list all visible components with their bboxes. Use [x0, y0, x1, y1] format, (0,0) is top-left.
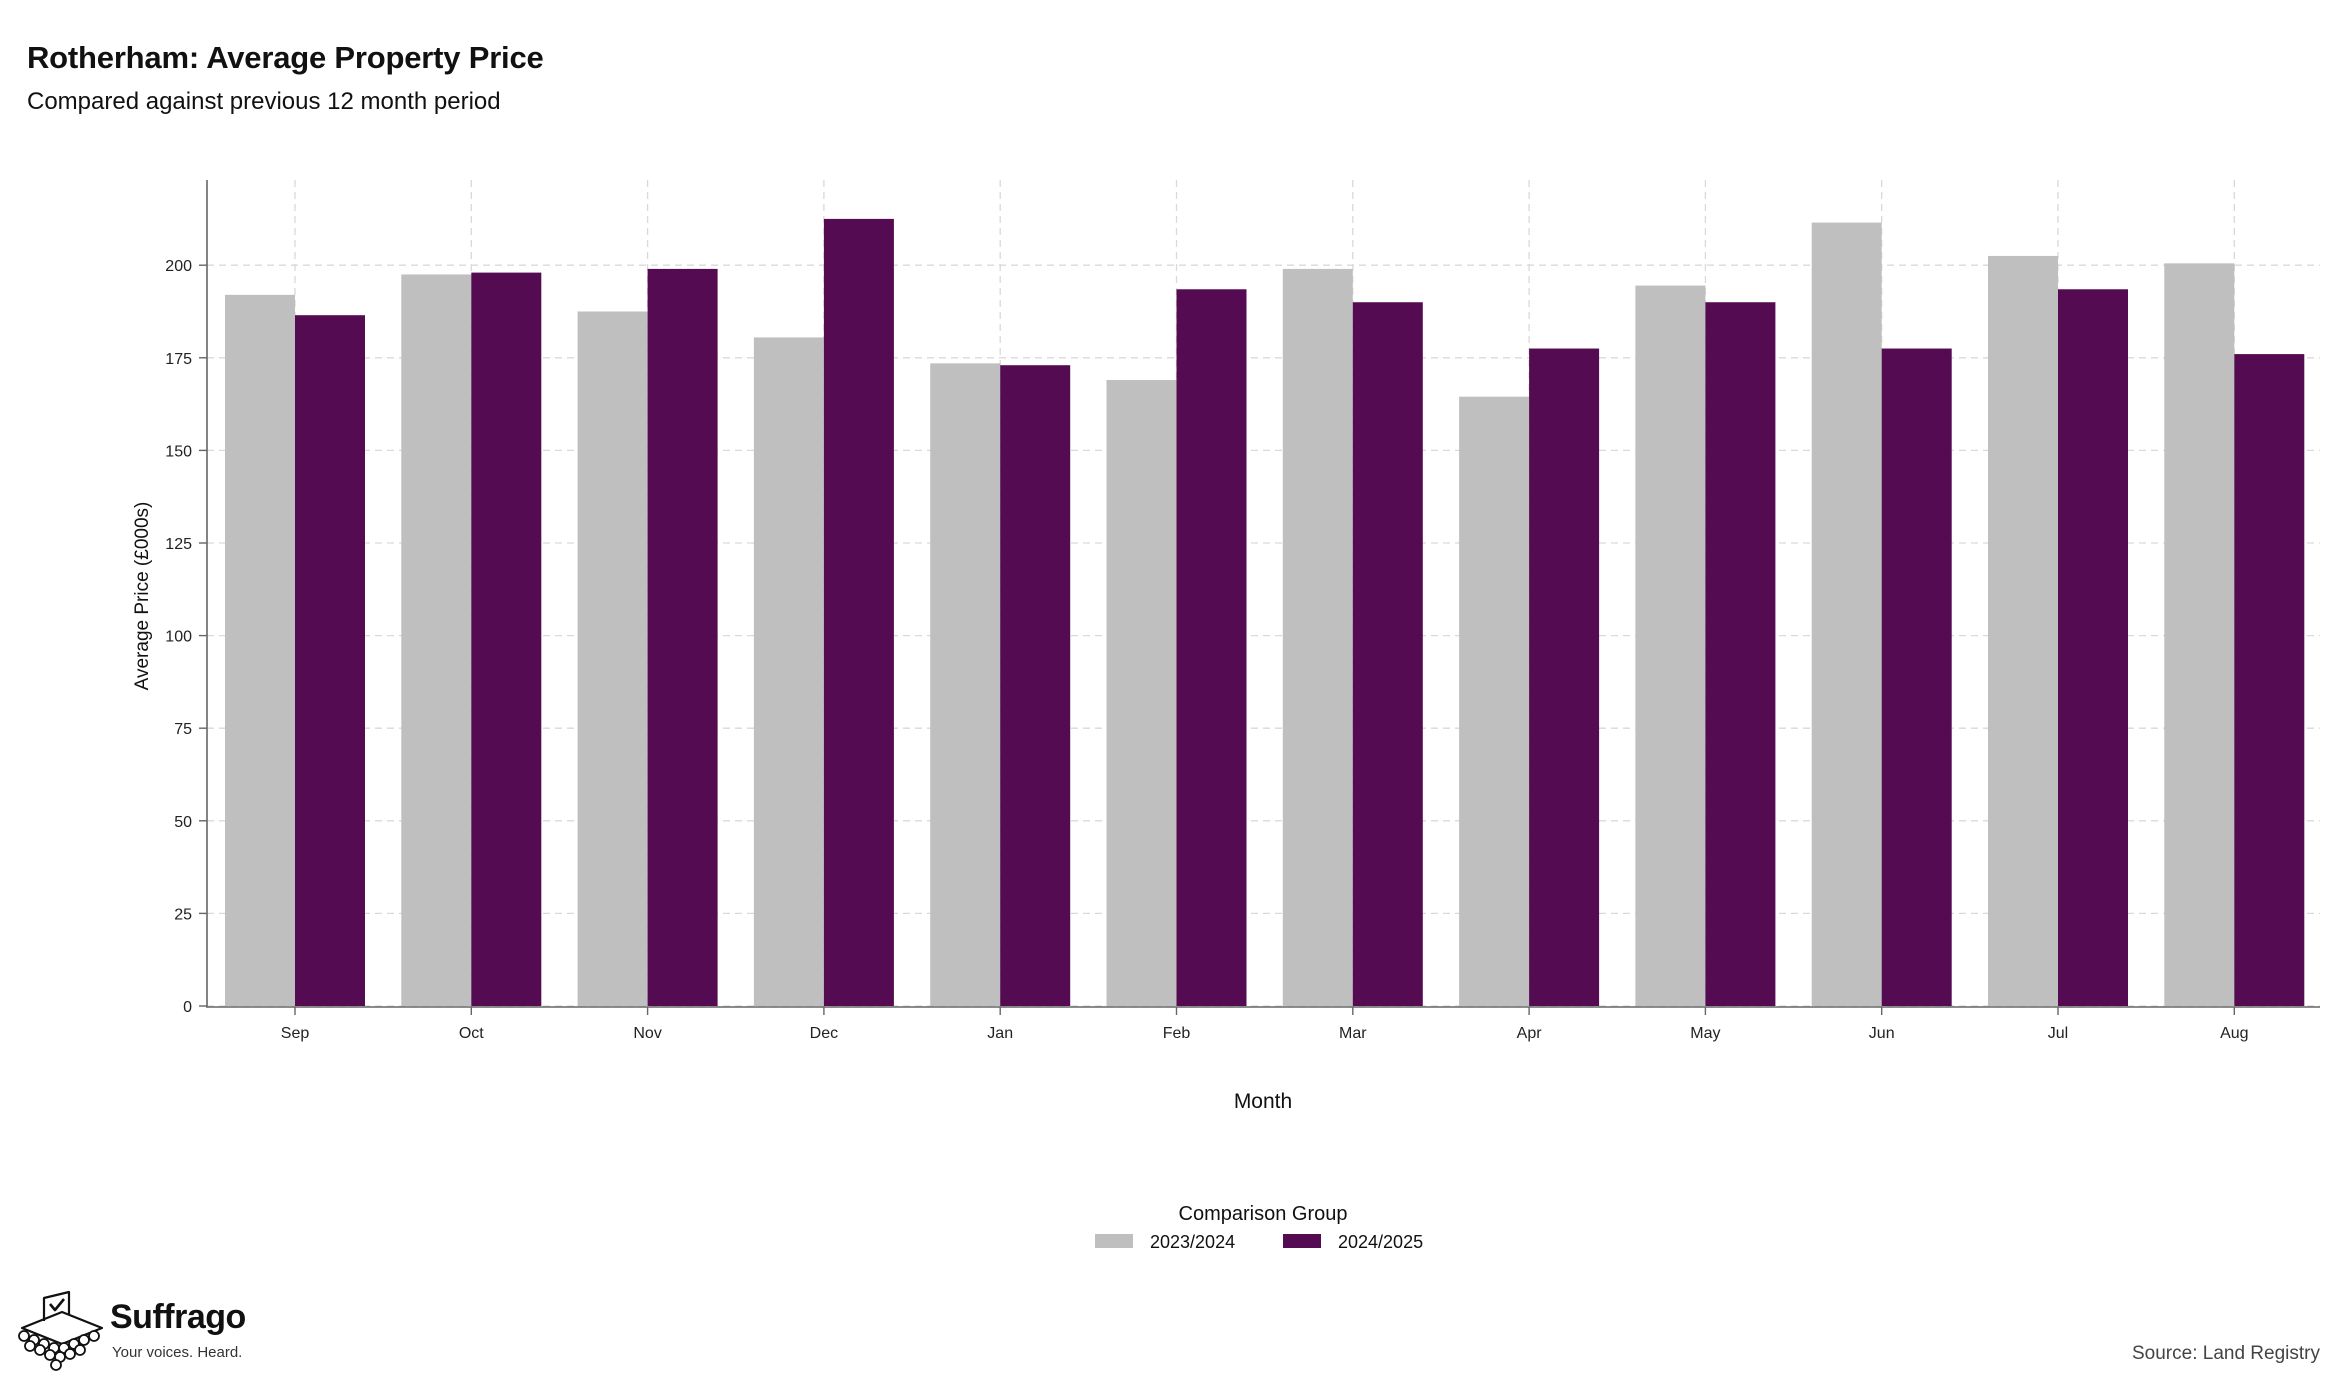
y-tick-label: 25 — [174, 906, 192, 923]
chart-subtitle: Compared against previous 12 month perio… — [27, 88, 501, 115]
x-tick-label: Jan — [987, 1025, 1013, 1042]
bar-2024/2025-Aug — [2234, 354, 2305, 1006]
bar-2023/2024-Jan — [930, 363, 1001, 1007]
brand-logo: Suffrago Your voices. Heard. — [14, 1290, 274, 1375]
axes — [199, 180, 2320, 1015]
brand-tagline: Your voices. Heard. — [112, 1344, 243, 1361]
x-tick-label: May — [1690, 1025, 1720, 1042]
tick-labels: 0 25 50 75 100 125 150 175 200 Sep Oct Nov Dec Jan Feb… — [165, 258, 2248, 1042]
x-tick-label: Apr — [1517, 1025, 1543, 1042]
bar-2024/2025-Feb — [1176, 289, 1247, 1006]
bar-2023/2024-Aug — [2164, 263, 2235, 1006]
y-tick-label: 75 — [174, 721, 192, 738]
bar-2023/2024-May — [1635, 285, 1706, 1006]
bar-2023/2024-Apr — [1459, 396, 1530, 1006]
bar-2024/2025-Dec — [823, 218, 894, 1006]
bar-2023/2024-Mar — [1282, 268, 1353, 1006]
bar-2024/2025-May — [1705, 302, 1776, 1007]
bar-2023/2024-Jun — [1811, 222, 1882, 1006]
bar-2024/2025-Sep — [295, 315, 365, 1007]
bar-2023/2024-Oct — [401, 274, 472, 1007]
y-tick-label: 125 — [165, 536, 192, 553]
bars — [225, 218, 2305, 1007]
bar-2023/2024-Jul — [1988, 255, 2058, 1006]
y-tick-label: 150 — [165, 443, 192, 460]
x-tick-label: Sep — [281, 1025, 310, 1042]
bar-2024/2025-Oct — [471, 272, 542, 1006]
bar-2024/2025-Apr — [1529, 348, 1600, 1006]
bar-2023/2024-Dec — [753, 337, 824, 1007]
ballot-box-icon — [18, 1290, 104, 1371]
bar-2024/2025-Jan — [1000, 365, 1071, 1006]
bar-2024/2025-Jun — [1881, 348, 1952, 1006]
bar-2023/2024-Nov — [577, 311, 648, 1006]
y-tick-label: 175 — [165, 351, 192, 368]
x-tick-label: Feb — [1163, 1025, 1191, 1042]
x-tick-label: Jun — [1869, 1025, 1895, 1042]
x-tick-label: Nov — [633, 1025, 661, 1042]
legend-swatch-2023/2024 — [1095, 1234, 1133, 1248]
legend-label-2024/2025: 2024/2025 — [1338, 1232, 1423, 1252]
y-tick-label: 100 — [165, 629, 192, 646]
y-tick-label: 50 — [174, 814, 192, 831]
source-note: Source: Land Registry — [2132, 1343, 2320, 1364]
legend-label-2023/2024: 2023/2024 — [1150, 1232, 1235, 1252]
y-tick-label: 200 — [165, 258, 192, 275]
legend: 2023/2024 2024/2025 — [1095, 1232, 1423, 1252]
bar-2023/2024-Feb — [1106, 380, 1177, 1006]
bar-2024/2025-Jul — [2058, 289, 2128, 1006]
brand-name: Suffrago — [110, 1298, 246, 1336]
x-axis-label: Month — [1234, 1090, 1292, 1113]
chart-title: Rotherham: Average Property Price — [27, 40, 544, 75]
bar-2023/2024-Sep — [225, 294, 295, 1007]
legend-swatch-2024/2025 — [1283, 1234, 1321, 1248]
x-tick-label: Aug — [2220, 1025, 2248, 1042]
x-tick-label: Dec — [810, 1025, 838, 1042]
bar-2024/2025-Mar — [1352, 302, 1423, 1007]
legend-title: Comparison Group — [1179, 1203, 1348, 1225]
x-tick-label: Jul — [2048, 1025, 2068, 1042]
y-axis-label: Average Price (£000s) — [132, 502, 153, 691]
bar-2024/2025-Nov — [647, 268, 718, 1006]
x-tick-label: Oct — [459, 1025, 484, 1042]
y-tick-label: 0 — [183, 999, 192, 1016]
x-tick-label: Mar — [1339, 1025, 1367, 1042]
